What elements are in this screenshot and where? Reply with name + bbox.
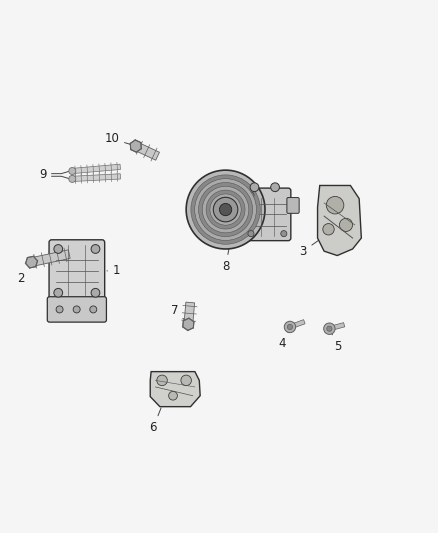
Circle shape [181, 375, 191, 386]
Circle shape [327, 326, 332, 332]
Text: 8: 8 [222, 246, 230, 273]
Polygon shape [318, 185, 361, 255]
Polygon shape [183, 318, 194, 330]
Circle shape [69, 175, 76, 182]
Circle shape [56, 306, 63, 313]
Circle shape [54, 245, 63, 253]
Circle shape [339, 219, 353, 231]
Circle shape [213, 197, 238, 222]
Circle shape [194, 179, 257, 240]
Circle shape [210, 194, 241, 225]
Text: 2: 2 [17, 264, 30, 285]
Circle shape [73, 306, 80, 313]
Circle shape [54, 288, 63, 297]
Circle shape [202, 187, 249, 233]
Circle shape [323, 223, 334, 235]
Circle shape [219, 204, 232, 216]
Text: 5: 5 [331, 331, 342, 353]
Circle shape [69, 167, 76, 174]
Text: 7: 7 [170, 304, 186, 321]
Circle shape [91, 288, 100, 297]
Polygon shape [289, 320, 305, 329]
Polygon shape [150, 372, 200, 407]
Polygon shape [130, 140, 141, 152]
Circle shape [287, 324, 293, 329]
Circle shape [326, 197, 344, 214]
Polygon shape [134, 142, 159, 160]
Circle shape [248, 192, 254, 198]
Circle shape [186, 170, 265, 249]
FancyBboxPatch shape [287, 198, 299, 213]
Circle shape [214, 198, 237, 221]
Polygon shape [72, 164, 120, 174]
Circle shape [90, 306, 97, 313]
Circle shape [250, 183, 259, 191]
Circle shape [198, 182, 253, 237]
FancyBboxPatch shape [49, 240, 105, 302]
Circle shape [157, 375, 167, 386]
Text: 4: 4 [279, 329, 289, 351]
Text: 6: 6 [149, 408, 161, 434]
Text: 9: 9 [39, 168, 46, 181]
Text: 10: 10 [104, 132, 133, 145]
Circle shape [248, 231, 254, 237]
Polygon shape [31, 250, 70, 266]
FancyBboxPatch shape [47, 297, 106, 322]
Circle shape [206, 190, 245, 229]
Circle shape [284, 321, 296, 333]
Polygon shape [184, 302, 194, 325]
FancyBboxPatch shape [244, 188, 291, 241]
Circle shape [169, 391, 177, 400]
Polygon shape [72, 174, 120, 182]
Polygon shape [25, 256, 38, 268]
Text: 1: 1 [107, 264, 120, 277]
Text: 3: 3 [300, 240, 320, 257]
Circle shape [324, 323, 335, 334]
Circle shape [191, 175, 260, 244]
Circle shape [91, 245, 100, 253]
Circle shape [281, 231, 287, 237]
Circle shape [271, 183, 279, 191]
Polygon shape [329, 322, 345, 331]
